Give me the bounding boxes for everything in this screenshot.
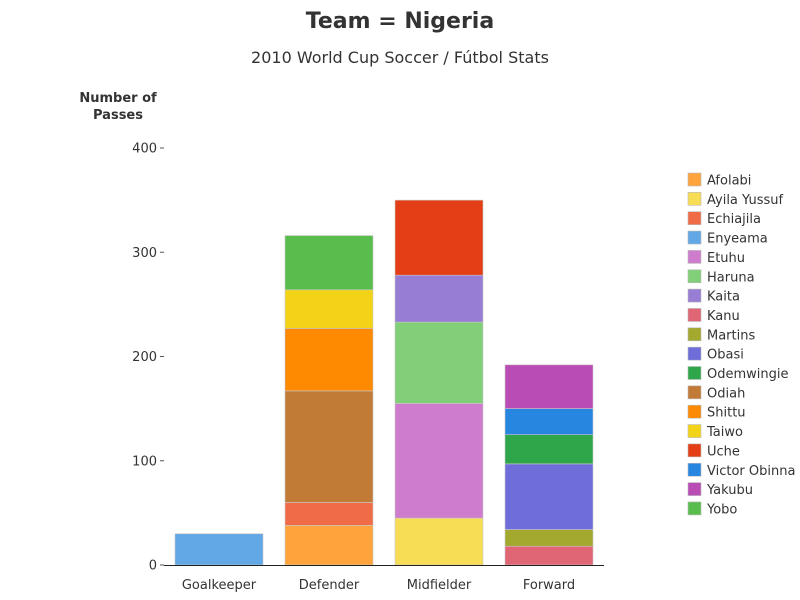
x-tick-label-goalkeeper: Goalkeeper <box>182 578 257 593</box>
legend-swatch-enyeama <box>687 230 702 245</box>
y-axis-label-line-1: Number of <box>79 91 157 106</box>
bar-segment-forward-odemwingie <box>504 434 594 465</box>
legend: Afolabi Ayila Yussuf Echiajila Enyeama Etuhu… <box>687 172 795 517</box>
legend-swatch-ayila-yussuf <box>687 192 702 206</box>
legend-swatch-odemwingie <box>687 366 702 380</box>
legend-label-odemwingie: Odemwingie <box>707 367 789 382</box>
bar-segment-forward-victor-obinna <box>504 408 594 435</box>
legend-swatch-uche <box>687 443 702 458</box>
bar-segment-goalkeeper-enyeama <box>174 533 264 566</box>
bar-segment-midfielder-ayila-yussuf <box>394 517 484 566</box>
legend-swatch-martins <box>687 327 702 342</box>
x-tick-label-midfielder: Midfielder <box>407 578 472 593</box>
y-tick-label-400: 400 <box>132 142 157 157</box>
bar-segment-defender-yobo <box>284 235 374 291</box>
legend-label-haruna: Haruna <box>707 270 755 285</box>
legend-swatch-kaita <box>687 288 702 303</box>
bar-segment-midfielder-uche <box>394 199 484 276</box>
legend-swatch-yobo <box>687 501 702 516</box>
legend-label-odiah: Odiah <box>707 386 745 401</box>
legend-swatch-odiah <box>687 385 702 400</box>
legend-swatch-obasi <box>687 346 702 361</box>
bar-segment-defender-odiah <box>284 390 374 503</box>
chart-title: Team = Nigeria <box>305 9 495 34</box>
legend-swatch-etuhu <box>687 250 702 264</box>
y-tick-label-0: 0 <box>149 559 157 574</box>
bar-segment-midfielder-haruna <box>394 321 484 404</box>
legend-swatch-yakubu <box>687 482 702 496</box>
bar-segment-forward-yakubu <box>504 364 594 409</box>
bar-segment-midfielder-kaita <box>394 274 484 323</box>
legend-label-kanu: Kanu <box>707 309 740 324</box>
legend-label-afolabi: Afolabi <box>707 174 751 189</box>
legend-swatch-echiajila <box>687 211 702 225</box>
legend-label-taiwo: Taiwo <box>706 425 743 440</box>
bar-segment-defender-afolabi <box>284 525 374 566</box>
legend-label-martins: Martins <box>707 328 755 343</box>
legend-label-yobo: Yobo <box>706 502 737 517</box>
legend-swatch-kanu <box>687 308 702 322</box>
y-axis-label: Number of Passes <box>60 90 176 124</box>
legend-swatch-victor-obinna <box>687 462 702 477</box>
y-tick-label-200: 200 <box>132 350 157 365</box>
axes-layer: 0 100 200 300 400 Goalkeeper Defender Midfielde… <box>132 142 604 593</box>
x-tick-label-defender: Defender <box>299 578 360 593</box>
legend-label-shittu: Shittu <box>707 406 746 421</box>
x-tick-label-forward: Forward <box>523 578 575 593</box>
bar-segment-forward-martins <box>504 529 594 547</box>
legend-label-kaita: Kaita <box>707 290 740 305</box>
legend-label-etuhu: Etuhu <box>707 251 745 266</box>
legend-label-obasi: Obasi <box>707 348 744 363</box>
bar-segment-midfielder-etuhu <box>394 403 484 519</box>
y-tick-label-100: 100 <box>132 454 157 469</box>
legend-label-yakubu: Yakubu <box>706 483 753 498</box>
bar-segment-forward-obasi <box>504 463 594 530</box>
legend-swatch-taiwo <box>687 424 702 438</box>
bar-segment-defender-taiwo <box>284 289 374 329</box>
bar-segment-defender-shittu <box>284 328 374 392</box>
legend-swatch-afolabi <box>687 172 702 187</box>
legend-label-ayila-yussuf: Ayila Yussuf <box>707 193 784 208</box>
bar-segment-forward-kanu <box>504 545 594 566</box>
bar-segment-defender-echiajila <box>284 502 374 526</box>
y-axis-label-line-2: Passes <box>93 108 143 123</box>
chart-subtitle: 2010 World Cup Soccer / Fútbol Stats <box>251 48 549 67</box>
bars-layer <box>174 199 594 566</box>
legend-label-echiajila: Echiajila <box>707 212 761 227</box>
legend-swatch-shittu <box>687 404 702 419</box>
legend-swatch-haruna <box>687 269 702 284</box>
legend-label-uche: Uche <box>707 444 740 459</box>
legend-label-victor-obinna: Victor Obinna <box>707 464 795 479</box>
legend-label-enyeama: Enyeama <box>707 232 768 247</box>
y-tick-label-300: 300 <box>132 246 157 261</box>
